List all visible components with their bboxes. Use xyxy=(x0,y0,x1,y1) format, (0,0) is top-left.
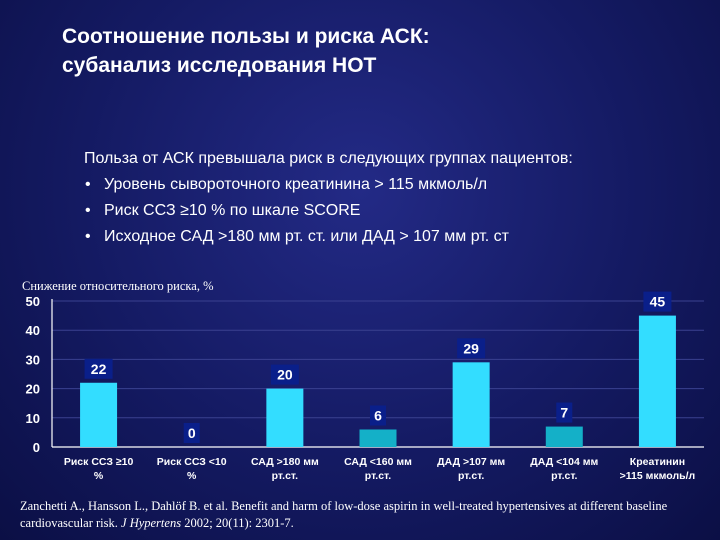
y-tick-label: 20 xyxy=(26,382,40,397)
x-category-label: ДАД <104 мм xyxy=(530,456,598,468)
data-label: 22 xyxy=(91,361,107,377)
x-category-label: рт.ст. xyxy=(458,470,484,482)
y-tick-label: 30 xyxy=(26,352,40,367)
findings-block: Польза от АСК превышала риск в следующих… xyxy=(84,146,704,250)
x-category-label: САД >180 мм xyxy=(251,456,319,468)
citation-journal: J Hypertens xyxy=(121,516,182,530)
y-tick-label: 50 xyxy=(26,294,40,309)
findings-bullet: • Уровень сывороточного креатинина > 115… xyxy=(84,172,704,198)
bar xyxy=(638,315,676,447)
x-category-label: рт.ст. xyxy=(551,470,577,482)
x-category-label: % xyxy=(187,470,197,482)
citation-ref: 2002; 20(11): 2301-7. xyxy=(184,516,294,530)
citation-text: Zanchetti A., Hansson L., Dahlöf B. et a… xyxy=(20,499,668,530)
x-category-label: ДАД >107 мм xyxy=(437,456,505,468)
x-category-label: САД <160 мм xyxy=(344,456,412,468)
y-tick-label: 10 xyxy=(26,411,40,426)
findings-bullet: • Риск ССЗ ≥10 % по шкале SCORE xyxy=(84,198,704,224)
data-label-box xyxy=(183,423,200,443)
chart-title: Снижение относительного риска, % xyxy=(22,279,214,293)
data-label-box xyxy=(643,291,672,312)
bullet-symbol: • xyxy=(85,176,91,193)
findings-intro: Польза от АСК превышала риск в следующих… xyxy=(84,150,573,167)
data-label: 45 xyxy=(650,294,666,310)
bar xyxy=(359,429,397,447)
bar-chart-svg: 0 10 20 30 40 50 22 Риск ССЗ ≥10% 0 Риск ССЗ <10%… xyxy=(26,291,704,482)
bullet-text: Уровень сывороточного креатинина > 115 м… xyxy=(104,176,488,193)
citation: Zanchetti A., Hansson L., Dahlöf B. et a… xyxy=(20,498,710,532)
data-label-box xyxy=(556,402,573,423)
bullet-symbol: • xyxy=(85,228,91,245)
bar xyxy=(80,382,118,447)
x-category-label: рт.ст. xyxy=(272,470,298,482)
bullet-symbol: • xyxy=(85,202,91,219)
data-label: 0 xyxy=(188,425,196,441)
data-label: 29 xyxy=(463,340,479,356)
x-category-label: >115 мкмоль/л xyxy=(620,470,696,482)
data-label-box xyxy=(84,358,113,379)
bar xyxy=(266,388,304,447)
data-label-box xyxy=(457,338,486,359)
y-tick-label: 40 xyxy=(26,323,40,338)
x-category-label: Риск ССЗ ≥10 xyxy=(64,456,134,468)
data-label: 7 xyxy=(560,405,568,421)
bar xyxy=(452,362,490,447)
data-label-box xyxy=(270,364,299,385)
bar xyxy=(545,426,583,447)
y-tick-label: 0 xyxy=(33,440,40,455)
data-label: 6 xyxy=(374,407,382,423)
x-category-label: Креатинин xyxy=(630,456,685,468)
x-category-label: % xyxy=(94,470,104,482)
findings-bullet: • Исходное САД >180 мм рт. ст. или ДАД >… xyxy=(84,224,704,250)
x-category-label: Риск ССЗ <10 xyxy=(157,456,227,468)
data-label-box xyxy=(370,405,386,426)
risk-reduction-chart: Снижение относительного риска, % 0 10 20 30… xyxy=(0,276,720,496)
bullet-text: Исходное САД >180 мм рт. ст. или ДАД > 1… xyxy=(104,228,510,245)
slide-title-line: Соотношение пользы и риска АСК: xyxy=(62,25,430,48)
x-category-label: рт.ст. xyxy=(365,470,391,482)
bullet-text: Риск ССЗ ≥10 % по шкале SCORE xyxy=(104,202,361,219)
slide-title: Соотношение пользы и риска АСК: субанали… xyxy=(62,22,682,80)
data-label: 20 xyxy=(277,367,293,383)
slide-title-line: субанализ исследования НОТ xyxy=(62,54,377,77)
